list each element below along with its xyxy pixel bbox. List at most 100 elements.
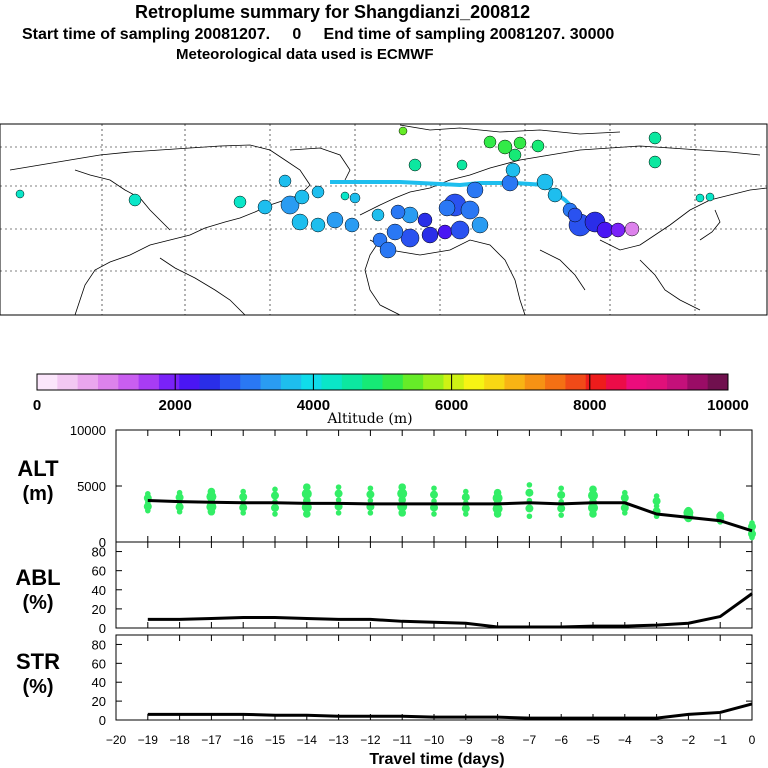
colorbar-tick-label: 10000 [707, 397, 749, 414]
alt-cluster-marker [240, 510, 246, 516]
alt-cluster-marker [145, 507, 151, 514]
alt-cluster-marker [398, 509, 407, 517]
abl-ytick-label: 40 [92, 583, 106, 598]
colorbar-segment [565, 374, 587, 390]
colorbar-segment [240, 374, 262, 390]
colorbar-segment [138, 374, 160, 390]
colorbar-segment [463, 374, 485, 390]
alt-cluster-marker [239, 492, 248, 501]
alt-cluster-marker [493, 510, 502, 518]
abl-ytick-label: 20 [92, 602, 106, 617]
colorbar-segment [484, 374, 505, 390]
x-tick-label: −12 [360, 733, 381, 747]
colorbar-segment [687, 374, 709, 390]
alt-cluster-marker [335, 484, 342, 490]
alt-cluster-marker [622, 510, 628, 516]
alt-cluster-marker [334, 489, 343, 498]
alt-cluster-marker [461, 493, 470, 502]
map-coastlines [9, 124, 768, 316]
colorbar-tick-label: 8000 [573, 397, 606, 414]
plume-trajectory [15, 126, 715, 259]
alt-cluster-marker [620, 503, 629, 512]
alt-cluster-marker [143, 502, 152, 511]
alt-ytick-label: 0 [99, 535, 106, 550]
colorbar-segment [545, 374, 566, 390]
alt-cluster-marker [558, 485, 564, 492]
alt-cluster-marker [271, 503, 279, 512]
x-tick-label: −18 [169, 733, 190, 747]
x-tick-label: −16 [233, 733, 254, 747]
colorbar-segment [260, 374, 282, 390]
colorbar-segment [524, 374, 546, 390]
alt-cluster-marker [431, 485, 437, 492]
x-tick-label: −6 [554, 733, 568, 747]
abl-frame [115, 541, 753, 629]
alt-cluster-marker [557, 490, 566, 499]
alt-ytick-label: 5000 [77, 479, 106, 494]
str-title-line1: STR [16, 649, 60, 674]
alt-cluster-marker [430, 490, 438, 499]
colorbar-tick-label: 0 [33, 397, 41, 414]
x-tick-label: −2 [682, 733, 696, 747]
colorbar-segment [97, 374, 119, 390]
colorbar-segment [321, 374, 343, 390]
alt-cluster-marker [366, 490, 375, 499]
str-ytick-label: 40 [92, 675, 106, 690]
str-title-line2: (%) [22, 676, 53, 698]
colorbar-segment [626, 374, 648, 390]
alt-cluster-marker [303, 483, 311, 491]
colorbar-segment [37, 374, 58, 390]
colorbar-segment [158, 374, 180, 390]
x-tick-label: −17 [201, 733, 222, 747]
colorbar-tick-labels: 0 2000 4000 6000 8000 10000 [33, 374, 749, 414]
colorbar-segment [199, 374, 221, 390]
alt-cluster-marker [525, 488, 534, 497]
alt-cluster-marker [588, 502, 598, 513]
alt-cluster-marker [588, 490, 598, 501]
alt-cluster-marker [367, 510, 374, 516]
colorbar-segment [423, 374, 444, 390]
abl-title-line1: ABL [15, 565, 60, 590]
alt-cluster-marker [589, 510, 597, 518]
alt-cluster-marker [558, 512, 564, 518]
str-ytick-label: 80 [92, 637, 106, 652]
alt-cluster-marker [303, 510, 311, 518]
str-ytick-label: 60 [92, 656, 106, 671]
colorbar-segment [382, 374, 404, 390]
x-tick-label: −7 [523, 733, 537, 747]
alt-cluster-marker [272, 511, 278, 517]
colorbar-segment [443, 374, 465, 390]
alt-cluster-marker [367, 497, 374, 504]
str-series-line [147, 702, 753, 720]
x-tick-label: −3 [650, 733, 664, 747]
colorbar-label: Altitude (m) [326, 411, 412, 427]
x-tick-label: −13 [328, 733, 349, 747]
colorbar-segment [646, 374, 668, 390]
x-tick-label: −1 [713, 733, 727, 747]
alt-cluster-marker [397, 488, 408, 499]
x-tick-label: −9 [459, 733, 473, 747]
colorbar-tick-label: 6000 [435, 397, 468, 414]
colorbar-segment [585, 374, 607, 390]
colorbar-segment [606, 374, 627, 390]
x-tick-label: −11 [392, 733, 412, 747]
alt-cluster-marker [461, 504, 470, 513]
alt-cluster-marker [240, 488, 246, 495]
alt-cluster-marker [463, 488, 469, 495]
alt-cluster-marker [175, 503, 184, 511]
colorbar-tick-label: 4000 [297, 397, 330, 414]
alt-cluster-marker [526, 513, 533, 520]
colorbar-segment [77, 374, 99, 390]
alt-cluster-marker [463, 511, 469, 517]
x-tick-label: −20 [106, 733, 127, 747]
colorbar-segment [402, 374, 424, 390]
alt-title-line1: ALT [17, 456, 59, 481]
colorbar-segment [707, 374, 729, 390]
alt-title-line2: (m) [22, 483, 53, 505]
alt-cluster-marker [652, 497, 661, 506]
x-tick-label: −4 [618, 733, 632, 747]
x-tick-label: 0 [749, 733, 756, 747]
x-tick-label: −14 [297, 733, 318, 747]
alt-cluster-marker [175, 493, 184, 502]
